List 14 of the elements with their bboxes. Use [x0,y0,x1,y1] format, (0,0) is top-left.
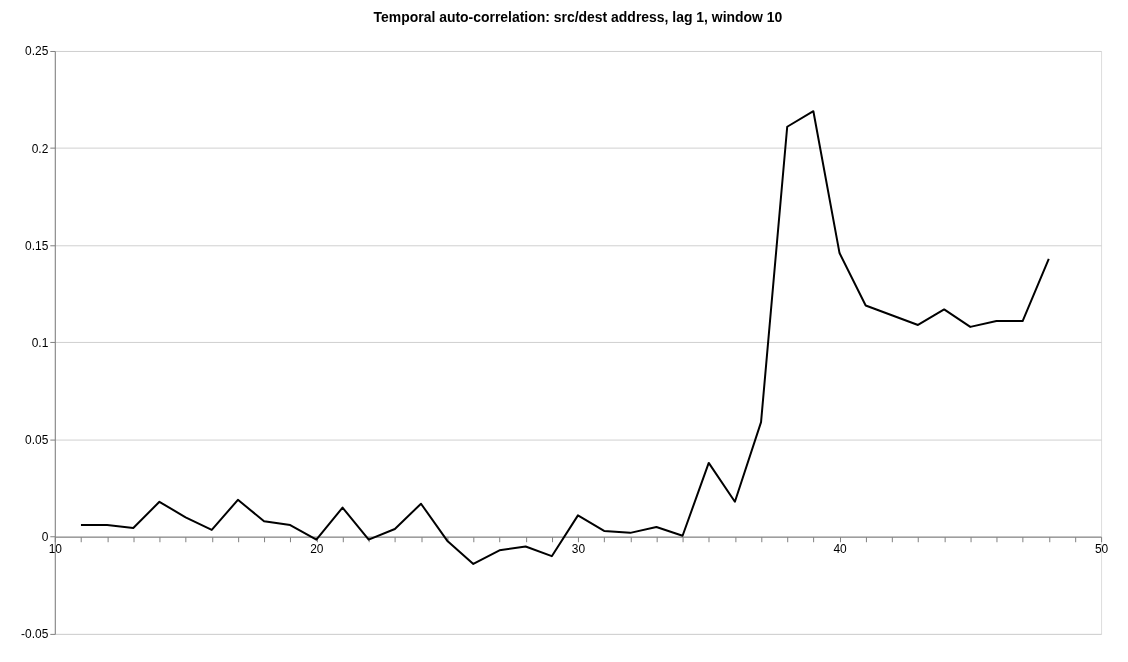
y-tick-label: 0.05 [25,433,49,448]
x-tick-label: 50 [1094,542,1109,557]
y-tick-label: 0.25 [25,44,49,59]
y-tick-label: -0.05 [21,627,49,642]
chart-title: Temporal auto-correlation: src/dest address, lag 1, window 10 [373,9,783,26]
x-tick-label: 30 [571,542,586,557]
line-series [79,110,1050,565]
x-tick-label: 10 [48,542,63,557]
y-tick-label: 0.15 [25,238,49,253]
x-tick-label: 20 [310,542,324,557]
x-tick-label: 40 [833,542,848,557]
y-tick-label: 0.1 [31,335,49,350]
y-tick-label: 0.2 [31,141,49,156]
y-tick-label: 0 [41,530,49,545]
